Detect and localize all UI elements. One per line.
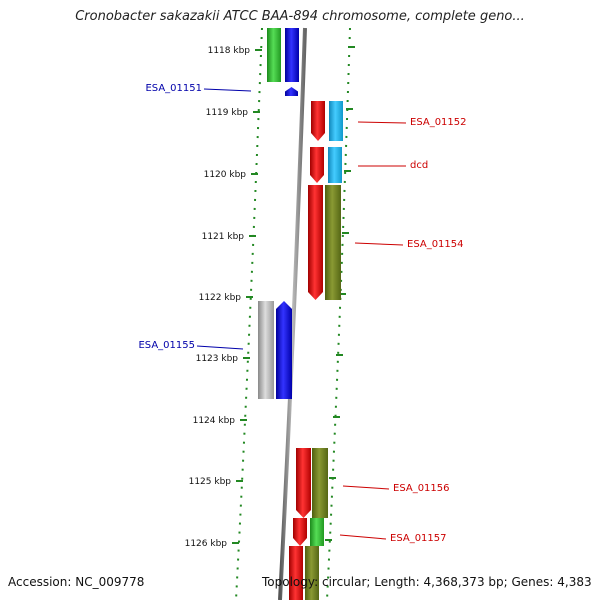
axis-tick-label: 1123 kbp xyxy=(196,354,239,364)
gene-label-esa_01154: ESA_01154 xyxy=(407,239,464,250)
gene-block-olive xyxy=(305,546,319,600)
gene-block-cyan xyxy=(329,101,343,141)
axis-tick-label: 1119 kbp xyxy=(206,108,249,118)
gene-leader-line xyxy=(354,242,404,246)
gene-block-blue xyxy=(285,28,299,82)
genome-summary-text: Topology: circular; Length: 4,368,373 bp… xyxy=(262,575,592,589)
gene-label-esa_01151: ESA_01151 xyxy=(145,83,202,94)
axis-tick-label: 1125 kbp xyxy=(189,477,232,487)
gene-leader-line xyxy=(196,345,244,350)
axis-tick-label: 1122 kbp xyxy=(199,293,242,303)
gene-block-green xyxy=(267,28,281,82)
gene-label-esa_01152: ESA_01152 xyxy=(410,117,467,128)
gene-leader-line xyxy=(357,121,407,124)
gene-label-esa_01155: ESA_01155 xyxy=(138,340,195,351)
gene-arrow-dcd xyxy=(310,147,324,183)
gene-block-olive xyxy=(312,448,328,518)
map-title: Cronobacter sakazakii ATCC BAA-894 chrom… xyxy=(75,9,525,24)
gene-block-green xyxy=(310,518,324,546)
gene-arrow-esa01156 xyxy=(296,448,311,518)
axis-tick-label: 1126 kbp xyxy=(185,539,228,549)
gene-label-esa_01156: ESA_01156 xyxy=(393,483,450,494)
gene-block-olive xyxy=(325,185,341,300)
chromosome-backbone xyxy=(278,27,307,600)
gene-arrow-esa01155 xyxy=(276,301,292,399)
axis-tick-label: 1124 kbp xyxy=(193,416,236,426)
gene-arrow-esa01152 xyxy=(311,101,325,141)
gene-block-red xyxy=(289,546,303,600)
gene-block-cyan xyxy=(328,147,342,183)
gene-label-esa_01157: ESA_01157 xyxy=(390,533,447,544)
gene-leader-line xyxy=(342,485,390,490)
gene-label-dcd: dcd xyxy=(410,160,428,171)
gene-arrow-esa01151 xyxy=(285,87,298,96)
accession-text: Accession: NC_009778 xyxy=(8,575,145,589)
gene-arrow-esa01157 xyxy=(293,518,307,546)
gene-arrow-esa01154 xyxy=(308,185,323,300)
gene-leader-line xyxy=(339,534,387,540)
axis-tick-label: 1121 kbp xyxy=(202,232,245,242)
axis-tick-label: 1120 kbp xyxy=(204,170,247,180)
axis-tick-label: 1118 kbp xyxy=(208,46,251,56)
gene-block-gray xyxy=(258,301,274,399)
gene-leader-line xyxy=(203,88,252,92)
